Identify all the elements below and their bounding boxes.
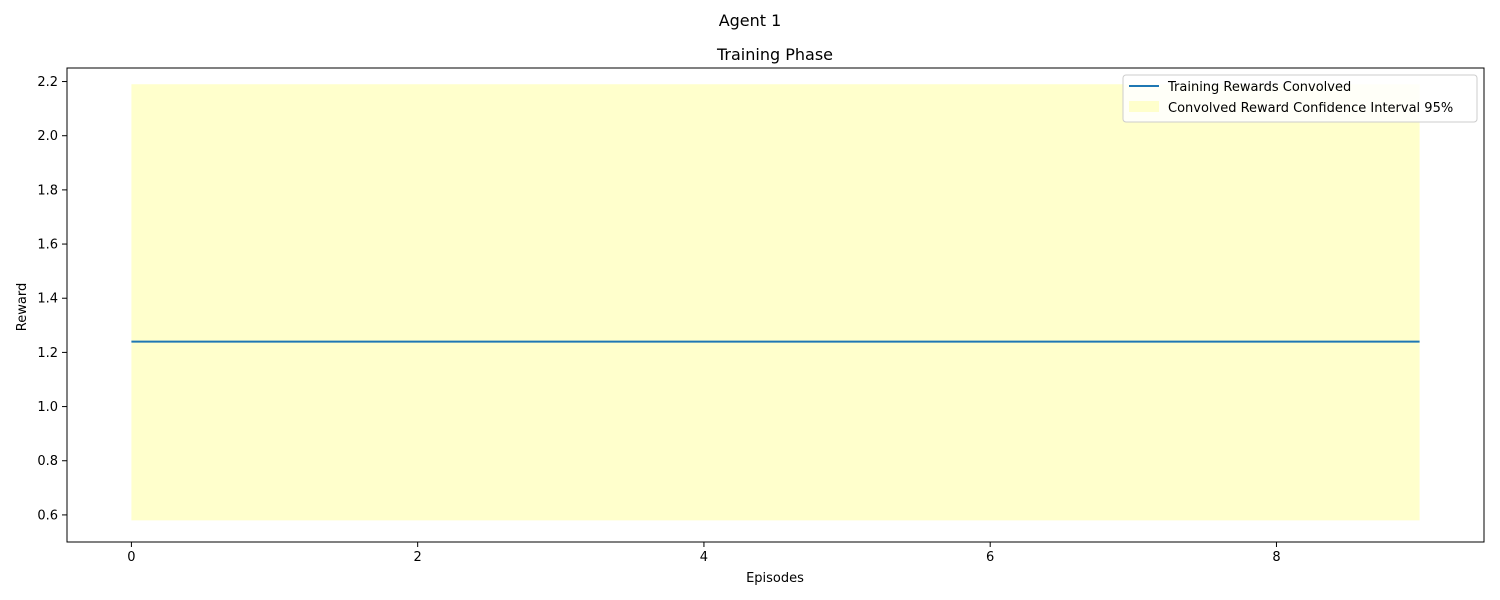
y-axis-label: Reward [15,283,30,331]
legend-label-rewards: Training Rewards Convolved [1167,80,1351,95]
x-axis-label: Episodes [746,571,804,586]
axes-frame [66,67,1485,543]
x-tick-label: 6 [986,550,994,565]
x-tick-label: 2 [414,550,422,565]
y-tick-label: 1.4 [37,292,58,307]
confidence-band [131,84,1420,521]
y-tick-label: 0.6 [37,508,58,523]
y-tick-label: 2.2 [37,75,58,90]
legend-band-swatch [1129,101,1159,112]
plot-area: 0 2 4 6 8 0.6 0.8 1.0 1.2 1.4 1.6 1.8 2.0 2.2 [37,67,1485,565]
x-tick-label: 4 [700,550,708,565]
legend-box [1122,74,1478,123]
y-tick-label: 1.8 [37,183,58,198]
figure-suptitle: Agent 1 [719,11,782,30]
y-tick-label: 1.6 [37,238,58,253]
y-tick-label: 2.0 [37,129,58,144]
legend-label-confidence: Convolved Reward Confidence Interval 95% [1168,101,1453,116]
legend: Training Rewards Convolved Convolved Rewa… [1122,74,1478,123]
y-tick-label: 0.8 [37,454,58,469]
chart-title: Training Phase [716,45,833,64]
x-tick-label: 0 [127,550,135,565]
x-tick-label: 8 [1272,550,1280,565]
y-tick-label: 1.0 [37,400,58,415]
y-tick-label: 1.2 [37,346,58,361]
